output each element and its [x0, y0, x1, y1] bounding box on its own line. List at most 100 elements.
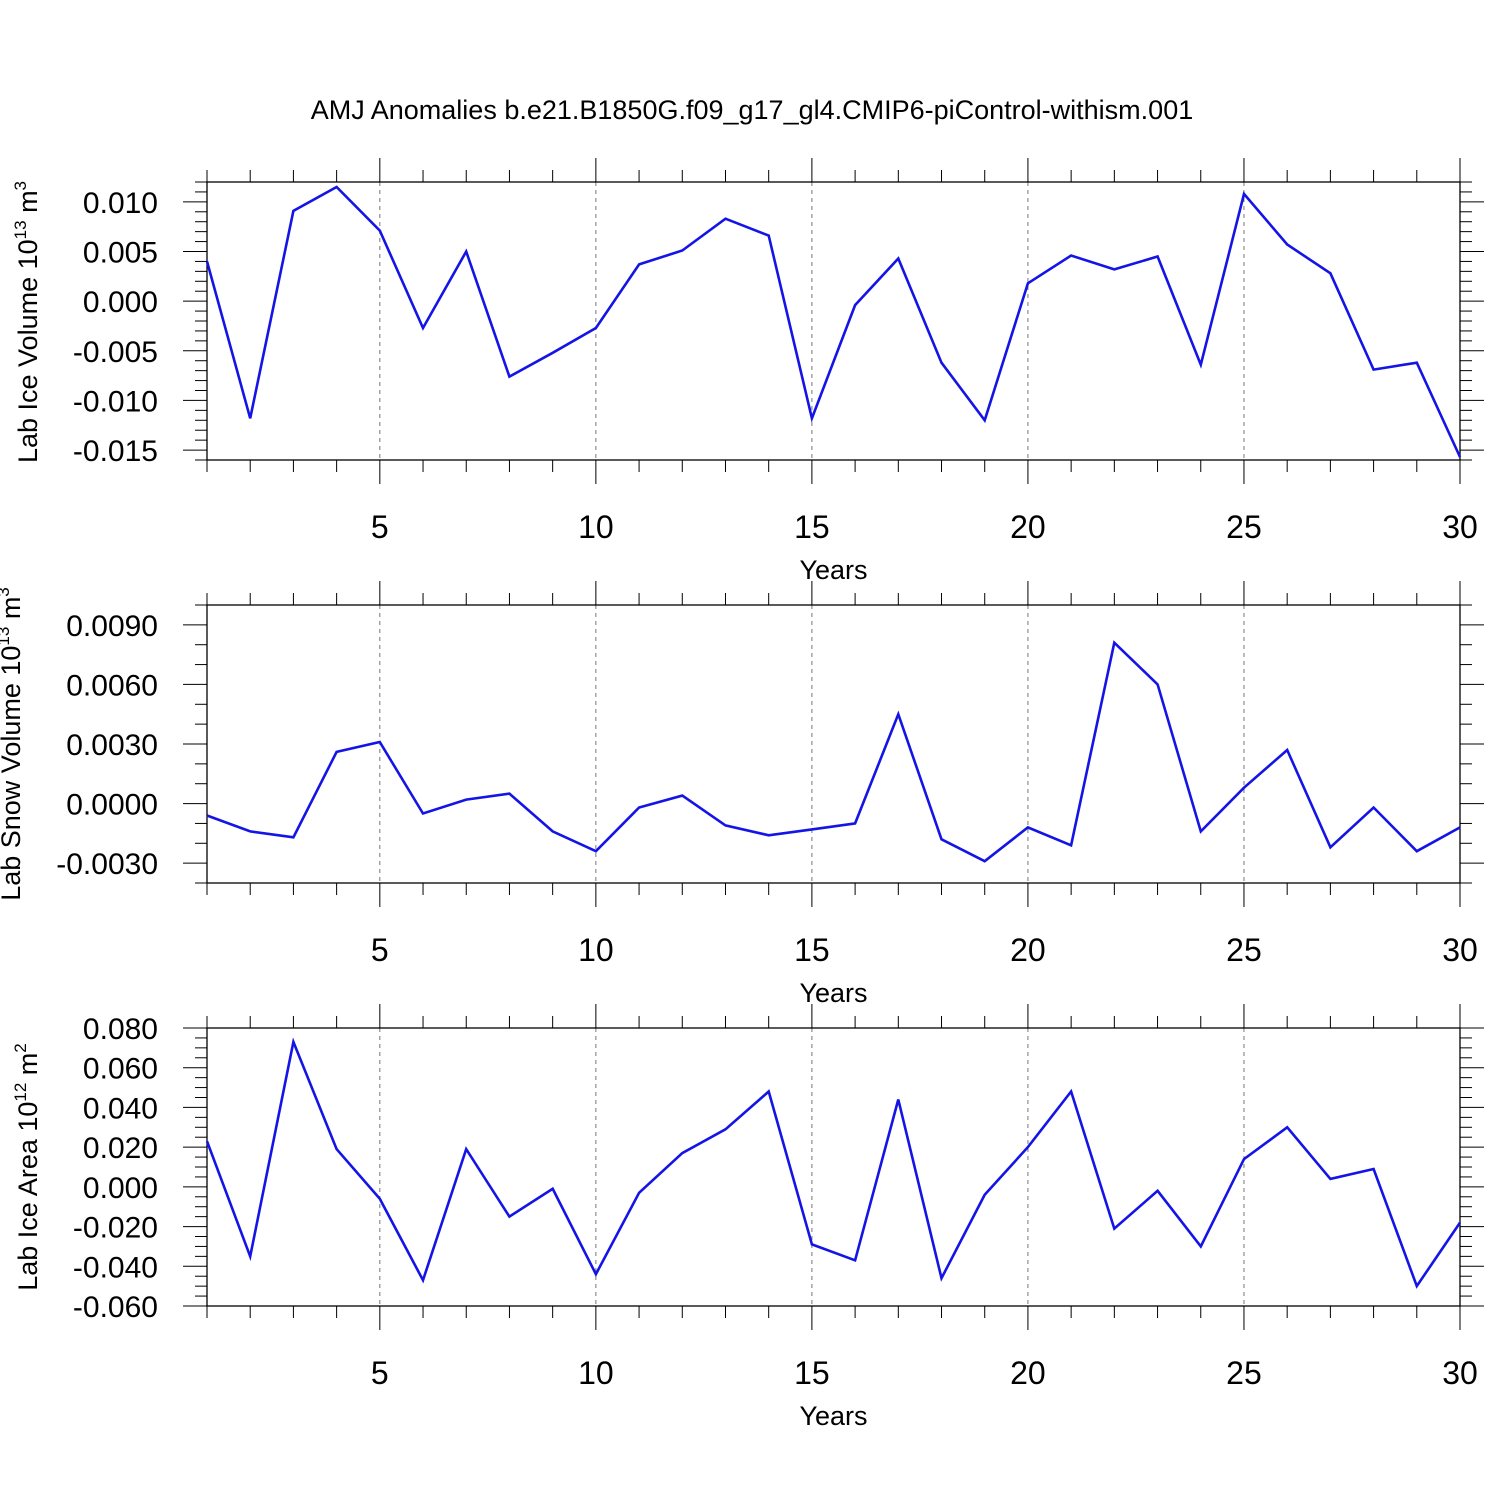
ice-area-y-tick-label: 0.060 [83, 1053, 158, 1086]
ice-volume-data-point [723, 217, 727, 221]
ice-volume-data-point [983, 418, 987, 422]
snow-volume-data-point [421, 812, 425, 816]
snow-volume-y-tick-label: 0.0000 [66, 789, 158, 822]
ice-area-data-point [378, 1197, 382, 1201]
snow-volume-data-point [680, 794, 684, 798]
ice-volume-x-tick-label: 5 [371, 509, 389, 545]
ice-volume-x-axis-label: Years [799, 555, 867, 585]
ice-volume-x-tick-label: 20 [1010, 509, 1046, 545]
ice-volume-panel: 0.010 0.005 0.000 -0.005 -0.010 -0.015 5 10 15 20… [11, 158, 1484, 585]
ice-area-data-point [594, 1272, 598, 1276]
ice-volume-data-point [1199, 363, 1203, 367]
ice-area-data-point [637, 1191, 641, 1195]
snow-volume-x-tick-label: 10 [578, 932, 614, 968]
ice-area-data-point [1026, 1145, 1030, 1149]
snow-volume-data-point [291, 835, 295, 839]
snow-volume-y-tick-label: 0.0030 [66, 729, 158, 762]
ice-volume-data-point [1415, 361, 1419, 365]
ice-area-data-point [680, 1151, 684, 1155]
ice-volume-x-tick-label: 30 [1442, 509, 1478, 545]
ice-area-y-tick-label: -0.040 [73, 1251, 158, 1284]
ice-area-data-point [723, 1127, 727, 1131]
ice-area-data-point [551, 1187, 555, 1191]
snow-volume-data-point [637, 806, 641, 810]
snow-volume-y-tick-label: 0.0090 [66, 610, 158, 643]
ice-area-y-tick-label: 0.000 [83, 1172, 158, 1205]
ice-area-data-point [1372, 1167, 1376, 1171]
ice-area-data-point [1242, 1157, 1246, 1161]
snow-volume-x-tick-label: 5 [371, 932, 389, 968]
snow-volume-series-line [206, 640, 1461, 863]
ice-area-y-tick-label: 0.020 [83, 1132, 158, 1165]
ice-volume-plot-frame [206, 181, 1461, 461]
figure-title: AMJ Anomalies b.e21.B1850G.f09_g17_gl4.C… [311, 95, 1193, 125]
ice-area-y-tick-label: 0.040 [83, 1092, 158, 1125]
ice-volume-data-point [1328, 271, 1332, 275]
ice-volume-y-tick-label: 0.010 [83, 187, 158, 220]
ice-volume-x-tick-label: 15 [794, 509, 830, 545]
snow-volume-data-point [1199, 829, 1203, 833]
ice-area-data-point [205, 1139, 209, 1143]
ice-area-data-point [1415, 1284, 1419, 1288]
snow-volume-data-point [810, 827, 814, 831]
ice-volume-data-point [205, 259, 209, 263]
ice-area-plot-frame [206, 1027, 1461, 1307]
snow-volume-data-point [378, 740, 382, 744]
ice-area-x-tick-label: 15 [794, 1355, 830, 1391]
ice-area-data-point [335, 1147, 339, 1151]
snow-volume-data-point [335, 750, 339, 754]
snow-volume-data-point [940, 837, 944, 841]
ice-volume-data-point [767, 234, 771, 238]
ice-area-data-point [1112, 1227, 1116, 1231]
ice-volume-data-point [1112, 267, 1116, 271]
ice-area-data-point [1458, 1221, 1462, 1225]
ice-area-data-point [291, 1040, 295, 1044]
snow-volume-y-axis-label: Lab Snow Volume 1013 m3 [0, 587, 26, 901]
snow-volume-data-point [594, 849, 598, 853]
snow-volume-data-point [723, 823, 727, 827]
ice-area-x-tick-label: 30 [1442, 1355, 1478, 1391]
snow-volume-data-point [551, 829, 555, 833]
ice-volume-data-point [507, 375, 511, 379]
snow-volume-data-point [1156, 682, 1160, 686]
snow-volume-x-axis-label: Years [799, 978, 867, 1008]
ice-area-data-point [1199, 1244, 1203, 1248]
snow-volume-x-tick-label: 15 [794, 932, 830, 968]
snow-volume-x-tick-label: 20 [1010, 932, 1046, 968]
ice-volume-data-point [594, 326, 598, 330]
ice-area-data-point [421, 1278, 425, 1282]
ice-volume-series-line [205, 185, 1462, 458]
ice-volume-data-point [680, 249, 684, 253]
ice-area-x-tick-label: 5 [371, 1355, 389, 1391]
ice-volume-data-point [291, 209, 295, 213]
snow-volume-data-point [767, 833, 771, 837]
ice-volume-x-tick-label: 10 [578, 509, 614, 545]
ice-volume-x-tick-label: 25 [1226, 509, 1262, 545]
ice-volume-data-point [1285, 243, 1289, 247]
ice-area-data-point [248, 1254, 252, 1258]
snow-volume-data-point [1328, 845, 1332, 849]
ice-area-panel: 0.080 0.060 0.040 0.020 0.000 -0.020 -0.040 -0.… [11, 1004, 1484, 1431]
snow-volume-data-point [1026, 825, 1030, 829]
ice-area-data-point [1069, 1090, 1073, 1094]
ice-area-y-tick-label: 0.080 [83, 1013, 158, 1046]
ice-area-x-axis-label: Years [799, 1401, 867, 1431]
ice-area-data-point [1328, 1177, 1332, 1181]
snow-volume-data-point [896, 712, 900, 716]
ice-area-data-point [507, 1215, 511, 1219]
ice-volume-data-point [940, 361, 944, 365]
ice-area-data-point [983, 1193, 987, 1197]
ice-volume-data-point [1458, 455, 1462, 459]
ice-area-data-point [810, 1242, 814, 1246]
ice-area-data-point [896, 1097, 900, 1101]
ice-volume-y-tick-label: -0.015 [73, 435, 158, 468]
ice-volume-data-point [1069, 253, 1073, 257]
snow-volume-y-tick-label: -0.0030 [56, 848, 158, 881]
snow-volume-plot-frame [206, 604, 1461, 884]
snow-volume-data-point [1372, 806, 1376, 810]
ice-volume-data-point [1242, 192, 1246, 196]
ice-area-data-point [767, 1090, 771, 1094]
ice-volume-data-point [464, 250, 468, 254]
ice-volume-data-point [1026, 281, 1030, 285]
snow-volume-data-point [1415, 849, 1419, 853]
